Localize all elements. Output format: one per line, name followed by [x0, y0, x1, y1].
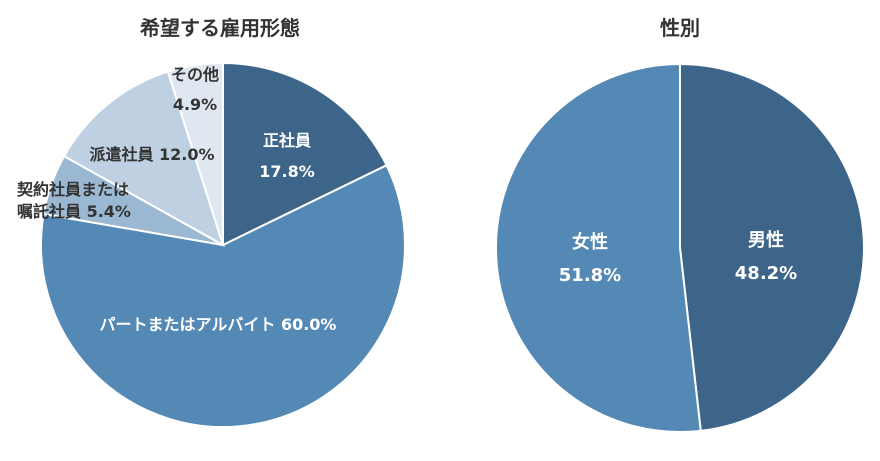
pie-slice [679, 62, 865, 432]
slice-label: 4.9% [173, 95, 217, 114]
slice-label: パートまたはアルバイト 60.0% [100, 315, 337, 334]
slice-label: 正社員 [263, 131, 311, 150]
chart-title-employment: 希望する雇用形態 [140, 16, 300, 40]
pie-slice [495, 62, 702, 433]
slice-label: 48.2% [735, 263, 797, 284]
slice-label: 51.8% [559, 265, 621, 286]
pie-gender: 男性 48.2% 女性 51.8% [495, 62, 865, 433]
slice-label: その他 [171, 65, 219, 84]
chart-title-gender: 性別 [660, 16, 700, 40]
pie-slice [62, 70, 225, 248]
slice-label: 女性 [572, 231, 608, 253]
slice-label: 契約社員または [16, 180, 129, 199]
slice-label: 嘱託社員 5.4% [17, 202, 131, 221]
pie-slice [166, 61, 224, 246]
slice-label: 男性 [748, 229, 784, 251]
pie-slice [40, 163, 406, 428]
slice-label: 17.8% [259, 162, 315, 181]
slice-label: 派遣社員 12.0% [89, 145, 214, 164]
pie-slice [222, 61, 388, 247]
